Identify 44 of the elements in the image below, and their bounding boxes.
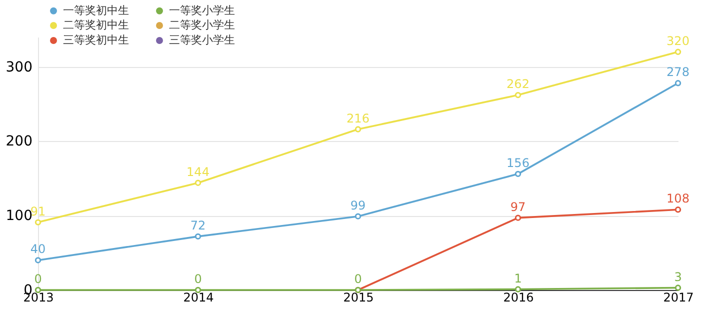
x-tick-label: 2015 [343, 290, 374, 304]
point [514, 170, 522, 178]
point [194, 233, 202, 240]
data-label: 0 [34, 272, 42, 286]
legend-label: 三等奖小学生 [169, 34, 235, 46]
data-label: 40 [30, 242, 46, 256]
legend-label: 三等奖初中生 [63, 34, 129, 46]
data-label: 91 [30, 204, 46, 218]
data-label: 108 [666, 192, 690, 206]
data-label: 72 [190, 218, 206, 232]
point [34, 219, 42, 226]
point [354, 126, 362, 132]
data-label: 278 [666, 65, 690, 80]
legend-label: 一等奖小学生 [169, 4, 235, 17]
point [34, 257, 42, 264]
data-label: 3 [674, 270, 682, 284]
legend-label: 二等奖小学生 [169, 18, 235, 32]
data-label: 144 [186, 164, 210, 179]
point [514, 92, 522, 98]
data-label: 99 [350, 198, 366, 212]
legend-label: 二等奖初中生 [63, 18, 129, 32]
data-label: 262 [506, 77, 530, 92]
point [514, 286, 522, 292]
x-tick-label: 2014 [183, 290, 214, 304]
point [674, 206, 682, 213]
data-label: 216 [346, 111, 370, 126]
data-label: 0 [354, 272, 362, 286]
y-tick-label: 200 [6, 134, 32, 150]
data-label: 0 [194, 272, 202, 286]
x-tick-label: 2016 [503, 290, 534, 304]
data-label: 97 [510, 200, 526, 214]
legend-label: 一等奖初中生 [63, 4, 129, 17]
x-tick-label: 2017 [663, 290, 694, 304]
point [674, 80, 682, 86]
data-label: 320 [666, 34, 690, 48]
point [514, 214, 522, 221]
y-tick-label: 100 [6, 208, 32, 224]
point [194, 180, 202, 186]
point [674, 284, 682, 291]
data-label: 156 [506, 156, 530, 170]
point [674, 48, 682, 55]
point [354, 213, 362, 220]
data-label: 1 [514, 271, 522, 286]
y-tick-label: 300 [6, 59, 32, 76]
